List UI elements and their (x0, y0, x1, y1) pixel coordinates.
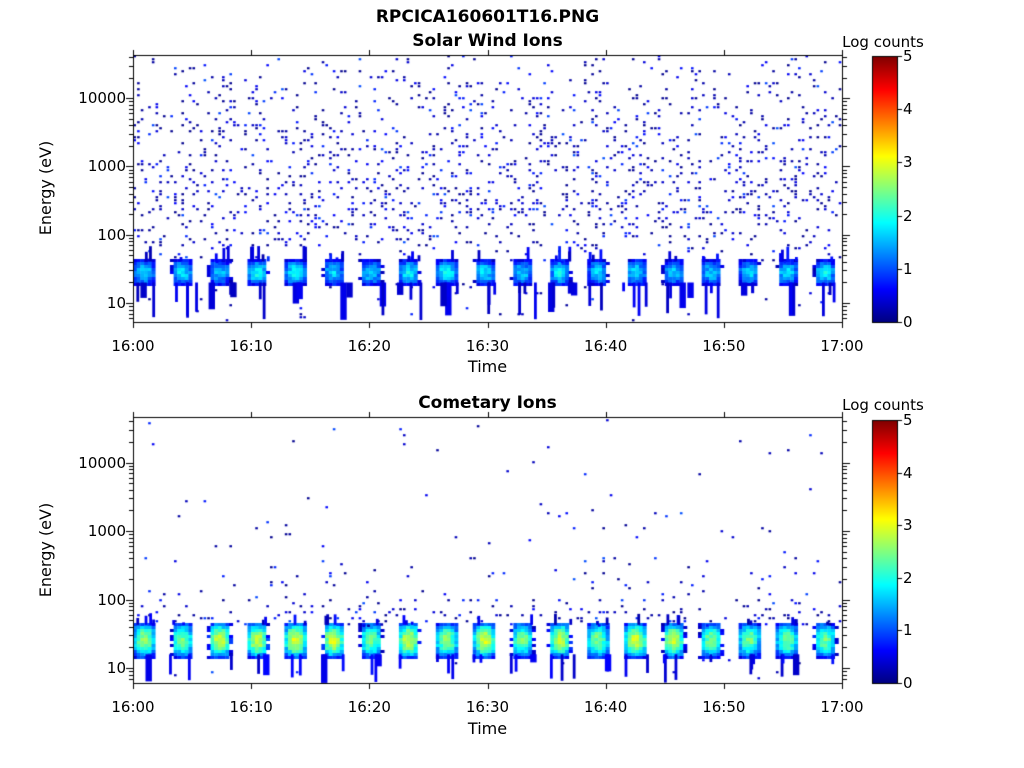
colorbar-title-top: Log counts (842, 33, 924, 51)
x-tick-label: 16:10 (229, 337, 273, 355)
y-tick-label: 1000 (87, 522, 126, 540)
y-tick-label: 10 (106, 659, 126, 677)
x-tick-label: 16:40 (584, 337, 628, 355)
figure-title: RPCICA160601T16.PNG (375, 7, 600, 27)
panel-title-cometary-ions: Cometary Ions (418, 393, 557, 413)
colorbar-tick-label: 4 (903, 100, 913, 119)
colorbar-tick-label: 0 (903, 313, 913, 331)
x-tick-label: 16:20 (347, 698, 391, 716)
x-tick-label: 17:00 (820, 698, 864, 716)
colorbar-tick-label: 5 (903, 411, 913, 429)
y-tick-label: 100 (97, 225, 126, 244)
x-tick-label: 16:20 (347, 337, 391, 355)
y-tick-label: 10000 (78, 89, 126, 108)
x-tick-label: 16:10 (229, 698, 273, 716)
colorbar-tick-label: 3 (903, 516, 913, 535)
x-tick-label: 16:40 (584, 698, 628, 716)
x-tick-label: 16:50 (702, 698, 746, 716)
x-tick-label: 16:30 (465, 698, 510, 716)
colorbar-tick-label: 1 (903, 621, 913, 640)
panel-title-solar-wind-ions: Solar Wind Ions (412, 31, 563, 51)
x-tick-label: 16:00 (111, 698, 155, 716)
x-axis-label-bottom: Time (467, 719, 508, 738)
colorbar-tick-label: 5 (903, 47, 913, 65)
colorbar-tick-label: 2 (903, 206, 913, 225)
y-tick-label: 100 (97, 590, 126, 609)
y-tick-label: 1000 (87, 157, 126, 176)
colorbar-tick-label: 3 (903, 153, 913, 172)
colorbar-title-bottom: Log counts (842, 396, 924, 414)
y-tick-label: 10000 (78, 453, 126, 472)
x-tick-label: 17:00 (820, 337, 864, 355)
x-tick-label: 16:30 (465, 337, 510, 355)
x-tick-label: 16:00 (111, 337, 155, 355)
colorbar-tick-label: 2 (903, 568, 913, 587)
y-tick-label: 10 (106, 294, 126, 312)
colorbar-tick-label: 0 (903, 674, 913, 692)
colorbar-tick-label: 1 (903, 259, 913, 278)
x-axis-label-top: Time (467, 357, 508, 376)
colorbar-tick-label: 4 (903, 463, 913, 482)
x-tick-label: 16:50 (702, 337, 746, 355)
